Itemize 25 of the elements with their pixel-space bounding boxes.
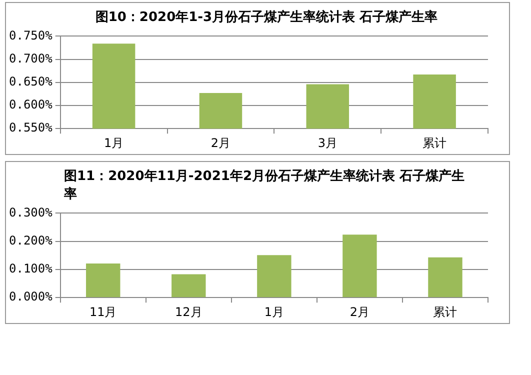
y-tick-label: 0.300% [8, 205, 54, 220]
x-tick-label: 累计 [433, 304, 458, 319]
y-tick-label: 0.100% [8, 262, 54, 276]
chart-title: 图11：2020年11月-2021年2月份石子煤产生率统计表 石子煤产生率 [63, 168, 466, 203]
bar [86, 264, 120, 298]
x-tick-label: 1月 [104, 136, 124, 150]
chart-title: 图10：2020年1-3月份石子煤产生率统计表 石子煤产生率 [94, 8, 439, 26]
y-tick-label: 0.550% [8, 120, 54, 135]
x-tick-label: 11月 [89, 304, 117, 319]
x-tick-label: 1月 [264, 304, 284, 319]
bar [342, 234, 377, 298]
x-tick-label: 2月 [350, 304, 370, 319]
y-tick-label: 0.200% [8, 233, 54, 248]
bar [428, 257, 462, 298]
x-tick-label: 12月 [175, 304, 202, 319]
y-tick-label: 0.600% [8, 98, 54, 112]
y-tick-label: 0.000% [8, 290, 54, 304]
y-tick-label: 0.750% [8, 28, 54, 42]
bar [257, 255, 292, 298]
y-tick-label: 0.650% [8, 74, 54, 89]
y-tick-label: 0.700% [8, 51, 54, 66]
bar [172, 274, 206, 298]
x-tick-label: 2月 [210, 136, 231, 150]
x-tick-label: 累计 [422, 136, 447, 150]
x-tick-label: 3月 [318, 136, 338, 150]
